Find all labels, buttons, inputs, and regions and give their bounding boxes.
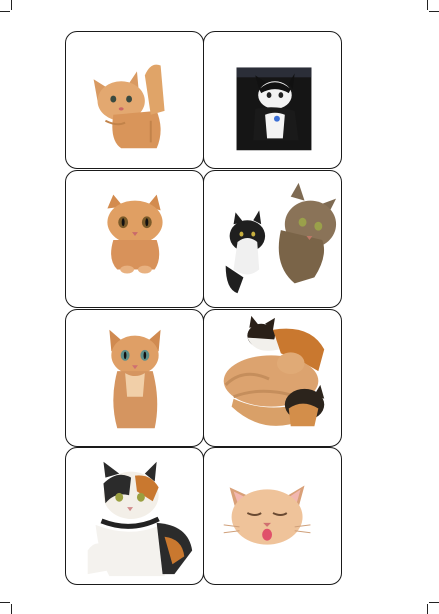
crop-mark-top-right-h (429, 11, 439, 12)
crop-mark-bottom-left-h (0, 602, 10, 603)
tabby-and-kitten-image (225, 182, 337, 294)
kitten-standing-image (109, 329, 161, 429)
crop-mark-bottom-left-v (11, 604, 12, 614)
kitten-sitting-image (107, 194, 163, 274)
crop-mark-bottom-right-h (429, 602, 439, 603)
kitten-dark-background-image (236, 67, 312, 151)
crop-mark-top-right-v (427, 0, 428, 10)
card-sleeping-kittens[interactable] (203, 309, 342, 447)
card-kitten-face[interactable] (203, 447, 342, 585)
calico-cat-image (87, 461, 193, 577)
kitten-raised-paw-image (93, 64, 165, 149)
sleeping-kittens-image (223, 315, 325, 427)
card-calico-cat[interactable] (65, 447, 204, 585)
crop-mark-bottom-right-v (427, 604, 428, 614)
kitten-face-image (223, 485, 311, 545)
card-kitten-sitting[interactable] (65, 170, 204, 308)
card-kitten-raised-paw[interactable] (65, 31, 204, 169)
crop-mark-top-left-h (0, 11, 10, 12)
crop-mark-top-left-v (11, 0, 12, 10)
card-tabby-and-kitten[interactable] (203, 170, 342, 308)
card-kitten-dark-background[interactable] (203, 31, 342, 169)
card-kitten-standing[interactable] (65, 309, 204, 447)
